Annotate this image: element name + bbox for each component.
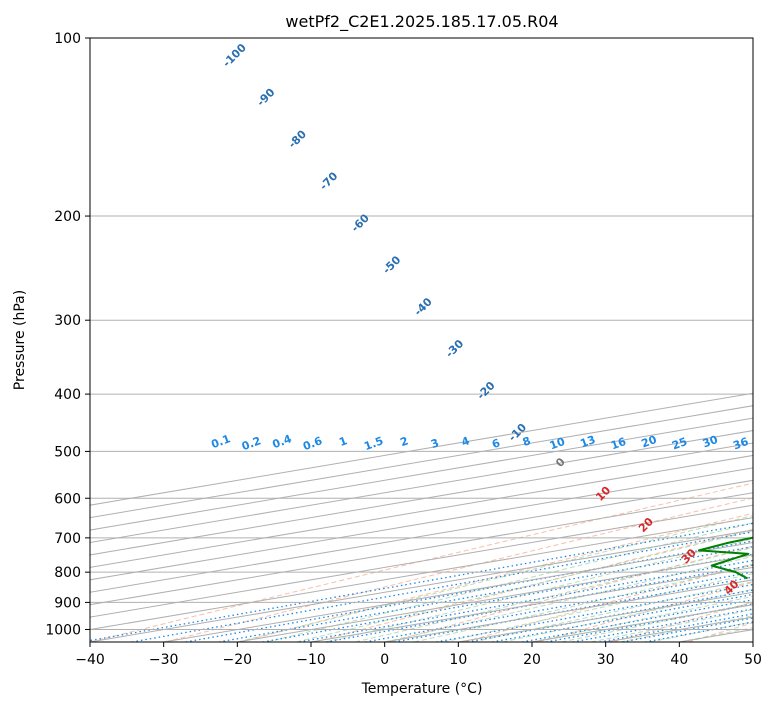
moist-adiabat-line bbox=[502, 588, 753, 642]
x-tick-label: 50 bbox=[744, 652, 762, 668]
y-tick-label: 700 bbox=[54, 531, 81, 547]
y-tick-label: 500 bbox=[54, 444, 81, 460]
mixing-ratio-label: 2 bbox=[399, 434, 411, 449]
x-tick-label: 0 bbox=[380, 652, 389, 668]
mixing-ratio-line bbox=[492, 593, 753, 642]
mixing-ratio-line bbox=[436, 583, 753, 642]
x-tick-label: 20 bbox=[523, 652, 541, 668]
mixing-ratio-label: 3 bbox=[429, 436, 441, 451]
isotherm-line bbox=[90, 467, 753, 581]
mixing-ratio-label: 25 bbox=[670, 435, 689, 452]
moist-adiabat-line bbox=[266, 522, 753, 642]
dry-adiabat-line bbox=[165, 497, 753, 642]
mixing-ratio-label: 4 bbox=[460, 434, 472, 449]
mixing-ratio-label: 1.5 bbox=[362, 434, 385, 453]
mixing-ratio-label: 0.2 bbox=[240, 434, 263, 453]
plot-frame bbox=[89, 37, 754, 643]
isotherm-line bbox=[90, 430, 753, 544]
y-tick-label: 800 bbox=[54, 565, 81, 581]
isotherm-line bbox=[90, 504, 753, 618]
isotherm-line bbox=[90, 442, 753, 556]
y-tick-label: 1000 bbox=[45, 622, 81, 638]
mixing-ratio-line bbox=[299, 559, 753, 642]
mixing-ratio-label: 0.4 bbox=[271, 432, 294, 451]
x-tick-label: −10 bbox=[296, 652, 326, 668]
mixing-ratio-label: 36 bbox=[731, 435, 750, 453]
dry-adiabat-line bbox=[239, 512, 753, 642]
mixing-ratio-label: 0.1 bbox=[209, 432, 232, 451]
mixing-ratio-label: 0.6 bbox=[301, 434, 324, 453]
background-lines bbox=[90, 482, 753, 642]
moist-adiabat-line bbox=[296, 530, 753, 642]
y-tick-label: 400 bbox=[54, 387, 81, 403]
y-axis-label: Pressure (hPa) bbox=[12, 290, 28, 390]
x-tick-label: −40 bbox=[75, 652, 105, 668]
dry-adiabat-line bbox=[389, 545, 753, 642]
x-tick-label: −20 bbox=[223, 652, 253, 668]
x-tick-label: −30 bbox=[149, 652, 179, 668]
mixing-ratio-label: 16 bbox=[609, 435, 628, 453]
chart-title: wetPf2_C2E1.2025.185.17.05.R04 bbox=[285, 12, 558, 32]
mixing-ratio-label: 13 bbox=[578, 433, 597, 450]
y-tick-label: 200 bbox=[54, 209, 81, 225]
mixing-ratio-label: 10 bbox=[548, 435, 567, 453]
moist-adiabat-line bbox=[384, 555, 753, 642]
y-tick-label: 100 bbox=[54, 31, 81, 47]
mixing-ratio-label: 8 bbox=[521, 434, 533, 449]
mixing-ratio-line bbox=[131, 531, 753, 642]
x-tick-label: 30 bbox=[597, 652, 615, 668]
isotherm-line bbox=[90, 492, 753, 606]
mixing-ratio-label: 6 bbox=[490, 436, 502, 451]
mixing-ratio-label: 20 bbox=[640, 433, 659, 451]
isotherm-line bbox=[90, 479, 753, 593]
x-axis-label: Temperature (°C) bbox=[361, 681, 483, 697]
mixing-ratio-label: 30 bbox=[701, 433, 720, 451]
y-tick-label: 600 bbox=[54, 491, 81, 507]
x-tick-label: 10 bbox=[449, 652, 467, 668]
y-tick-label: 300 bbox=[54, 313, 81, 329]
isotherm-line bbox=[90, 517, 753, 631]
mixing-ratio-label: 1 bbox=[337, 434, 349, 449]
dry-adiabat-line bbox=[538, 581, 753, 642]
moist-adiabat-line bbox=[472, 581, 753, 642]
isotherm-line bbox=[90, 454, 753, 568]
x-axis-ticks: −40 −30 −20 −10 0 10 20 30 40 50 bbox=[75, 642, 762, 668]
isotherm-line bbox=[90, 529, 753, 642]
x-tick-label: 40 bbox=[670, 652, 688, 668]
y-tick-label: 900 bbox=[54, 595, 81, 611]
grid-lines bbox=[90, 38, 753, 642]
y-axis-ticks: 100 200 300 400 500 600 700 800 900 1000 bbox=[45, 31, 90, 638]
